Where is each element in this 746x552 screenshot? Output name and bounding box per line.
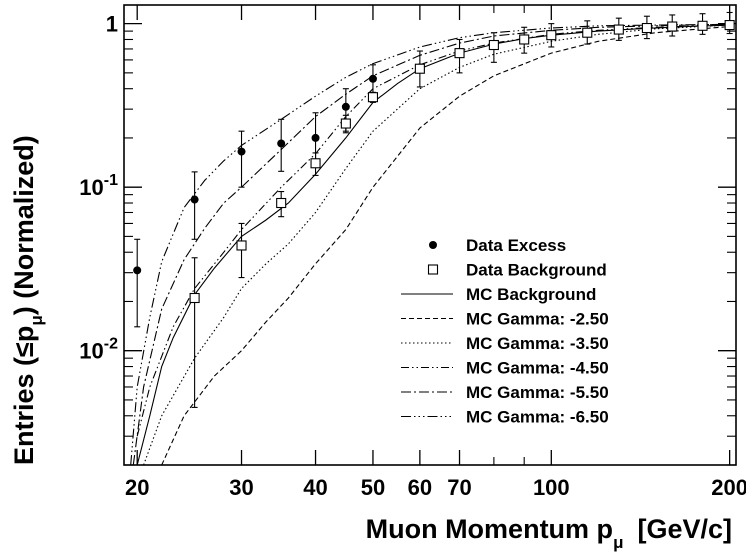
y-tick-base: 1 xyxy=(106,12,118,37)
data-background-point xyxy=(310,158,321,169)
x-tick-label: 100 xyxy=(533,475,570,500)
x-tick-label: 40 xyxy=(303,475,327,500)
legend-label: MC Gamma: -2.50 xyxy=(466,310,609,329)
mc-curve xyxy=(161,25,730,465)
y-axis-ticks xyxy=(124,22,736,466)
legend-label: MC Gamma: -4.50 xyxy=(466,359,609,378)
y-tick-base: 10 xyxy=(79,339,103,364)
legend-label: Data Excess xyxy=(466,236,566,255)
data-background-point xyxy=(724,20,735,31)
y-tick-exponent: -1 xyxy=(104,172,118,189)
x-tick-label: 30 xyxy=(229,475,253,500)
data-excess-point xyxy=(277,139,286,148)
y-axis-title-post: ) (Normalized) xyxy=(9,135,39,315)
data-background-point xyxy=(488,39,499,51)
mc-curve xyxy=(143,24,730,465)
data-points xyxy=(133,11,735,408)
legend-entry: MC Gamma: -5.50 xyxy=(401,383,609,402)
legend-marker xyxy=(429,241,437,249)
y-tick-base: 10 xyxy=(79,175,103,200)
data-excess-point xyxy=(311,133,320,142)
mc-curve xyxy=(130,23,730,465)
x-tick-label: 60 xyxy=(408,475,432,500)
data-background-point xyxy=(236,240,247,251)
x-axis-title-sub: μ xyxy=(613,533,623,552)
legend: Data Excess Data Background MC Background M… xyxy=(401,236,609,427)
y-axis-title-pre: Entries (≤p xyxy=(9,326,39,465)
data-background-point xyxy=(667,21,678,32)
data-excess-point xyxy=(368,74,377,83)
y-tick-label: 10-1 xyxy=(79,172,118,200)
x-tick-label: 50 xyxy=(361,475,385,500)
legend-label: MC Gamma: -3.50 xyxy=(466,334,609,353)
data-background-point xyxy=(546,30,557,41)
x-axis-title-unit: [GeV/c] xyxy=(637,514,732,544)
data-background-point xyxy=(613,24,624,35)
x-axis-title: Muon Momentum pμ [GeV/c] xyxy=(366,514,732,552)
y-tick-label: 10-2 xyxy=(79,336,118,364)
legend-entry: MC Gamma: -6.50 xyxy=(401,408,609,427)
data-excess-point xyxy=(133,266,142,275)
y-tick-labels: 110-110-2 xyxy=(79,12,118,364)
x-axis-ticks xyxy=(136,5,731,465)
legend-label: Data Background xyxy=(466,261,607,280)
x-axis-title-main: Muon Momentum p xyxy=(366,514,613,544)
data-background-point xyxy=(519,34,530,45)
data-background-point xyxy=(189,292,200,304)
legend-marker xyxy=(427,264,439,275)
data-excess-point xyxy=(341,102,350,111)
mc-curve xyxy=(132,23,730,465)
data-background-point xyxy=(582,27,593,38)
legend-label: MC Gamma: -5.50 xyxy=(466,383,609,402)
legend-entry: MC Gamma: -2.50 xyxy=(401,310,609,329)
data-background-point xyxy=(641,22,652,34)
legend-label: MC Background xyxy=(466,285,596,304)
legend-entry: MC Gamma: -3.50 xyxy=(401,334,609,353)
data-excess-point xyxy=(237,147,246,156)
data-background-point xyxy=(454,48,465,59)
mc-curve xyxy=(136,24,730,437)
legend-label: MC Gamma: -6.50 xyxy=(466,408,609,427)
mc-curves xyxy=(130,23,730,465)
legend-entry: Data Excess xyxy=(429,236,566,255)
y-tick-label: 1 xyxy=(106,12,118,37)
legend-entry: MC Gamma: -4.50 xyxy=(401,359,609,378)
plot-frame xyxy=(123,4,737,466)
data-background-point xyxy=(414,63,425,74)
y-axis-title: Entries (≤pμ) (Normalized) xyxy=(9,135,46,465)
data-excess-point xyxy=(190,195,199,204)
mc-curve xyxy=(136,24,730,465)
data-background-point xyxy=(697,20,708,31)
y-axis-title-sub: μ xyxy=(27,315,46,325)
data-background-point xyxy=(276,197,287,209)
data-background-point xyxy=(367,92,379,103)
y-tick-exponent: -2 xyxy=(104,336,118,353)
x-tick-label: 70 xyxy=(447,475,471,500)
x-tick-labels: 20 30 40 50 60 70 100 200 xyxy=(125,475,746,500)
data-background-point xyxy=(340,118,351,129)
x-tick-label: 20 xyxy=(125,475,149,500)
x-tick-label: 200 xyxy=(711,475,746,500)
legend-entry: Data Background xyxy=(427,261,607,280)
legend-entry: MC Background xyxy=(401,285,596,304)
